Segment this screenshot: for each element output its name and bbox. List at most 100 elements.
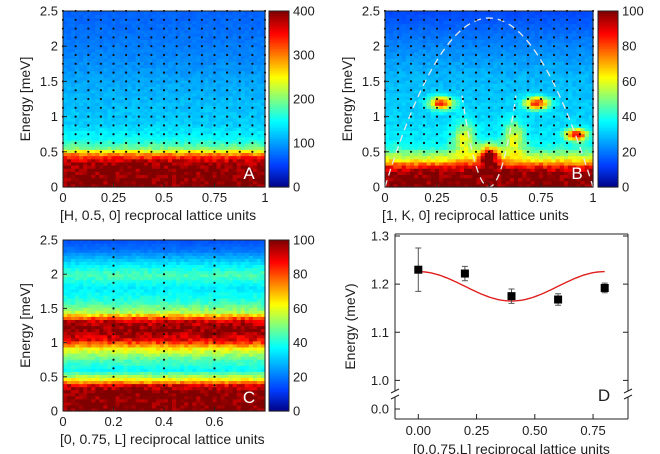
- heatmap-cell: [468, 133, 473, 138]
- heatmap-cell: [71, 143, 76, 147]
- heatmap-cell: [212, 51, 218, 56]
- heatmap-cell: [401, 114, 407, 119]
- heatmap-cell: [497, 136, 503, 141]
- heatmap-cell: [188, 95, 193, 100]
- heatmap-cell: [87, 139, 92, 144]
- heatmap-cell: [188, 124, 193, 128]
- heatmap-cell: [115, 183, 121, 188]
- heatmap-cell: [115, 95, 121, 100]
- heatmap-cell: [139, 23, 145, 28]
- heatmap-cell: [480, 61, 486, 66]
- heatmap-cell: [224, 45, 230, 50]
- heatmap-cell: [184, 158, 189, 163]
- heatmap-cell: [159, 70, 165, 75]
- heatmap-cell: [103, 155, 109, 160]
- heatmap-cell: [67, 92, 72, 97]
- heatmap-cell: [513, 130, 519, 135]
- heatmap-cell: [418, 86, 424, 91]
- heatmap-cell: [472, 23, 478, 28]
- heatmap-cell: [501, 26, 507, 31]
- heatmap-cell: [447, 174, 453, 179]
- heatmap-cell: [401, 130, 407, 135]
- heatmap-cell: [397, 174, 403, 179]
- colorbar-step: [269, 28, 289, 32]
- heatmap-cell: [95, 136, 100, 141]
- heatmap-cell: [123, 177, 129, 182]
- sample-point: [213, 53, 216, 57]
- heatmap-cell: [123, 14, 129, 18]
- heatmap-cell: [63, 99, 68, 103]
- heatmap-cell: [67, 133, 72, 138]
- heatmap-cell: [244, 11, 250, 15]
- heatmap-cell: [426, 36, 432, 40]
- heatmap-cell: [447, 183, 453, 188]
- heatmap-cell: [244, 124, 250, 128]
- heatmap-cell: [71, 155, 76, 160]
- heatmap-cell: [63, 102, 68, 106]
- heatmap-cell: [505, 149, 511, 154]
- sample-point: [238, 62, 241, 65]
- heatmap-cell: [472, 29, 478, 34]
- heatmap-cell: [63, 33, 68, 37]
- heatmap-cell: [75, 183, 80, 188]
- heatmap-cell: [164, 180, 169, 185]
- heatmap-cell: [224, 143, 230, 147]
- heatmap-cell: [260, 117, 266, 122]
- heatmap-cell: [131, 45, 137, 50]
- heatmap-cell: [459, 23, 465, 28]
- sample-point: [238, 89, 241, 92]
- heatmap-cell: [401, 55, 407, 59]
- heatmap-cell: [180, 20, 185, 25]
- heatmap-cell: [127, 39, 133, 44]
- heatmap-cell: [240, 149, 246, 154]
- heatmap-cell: [228, 77, 234, 81]
- heatmap-cell: [75, 133, 80, 138]
- sample-point: [125, 27, 128, 30]
- heatmap-cell: [468, 127, 473, 132]
- heatmap-cell: [434, 136, 440, 141]
- heatmap-cell: [111, 177, 117, 182]
- heatmap-cell: [103, 143, 109, 147]
- heatmap-cell: [397, 152, 403, 157]
- heatmap-cell: [147, 133, 153, 138]
- heatmap-cell: [422, 171, 428, 176]
- heatmap-cell: [447, 29, 453, 34]
- heatmap-cell: [385, 105, 390, 110]
- heatmap-cell: [95, 165, 100, 169]
- heatmap-cell: [224, 152, 230, 157]
- heatmap-cell: [131, 177, 137, 182]
- heatmap-cell: [220, 70, 226, 75]
- heatmap-cell: [430, 165, 436, 169]
- heatmap-cell: [418, 127, 424, 132]
- heatmap-cell: [127, 149, 133, 154]
- heatmap-cell: [451, 152, 457, 157]
- heatmap-cell: [513, 108, 519, 113]
- heatmap-cell: [147, 26, 153, 31]
- heatmap-cell: [451, 114, 457, 119]
- heatmap-cell: [135, 45, 141, 50]
- sample-point: [238, 150, 241, 153]
- heatmap-cell: [147, 11, 153, 15]
- heatmap-cell: [401, 183, 407, 188]
- heatmap-cell: [208, 48, 214, 53]
- heatmap-cell: [131, 17, 137, 22]
- heatmap-cell: [123, 77, 129, 81]
- heatmap-cell: [513, 165, 519, 169]
- heatmap-cell: [393, 92, 399, 97]
- heatmap-cell: [256, 36, 262, 40]
- heatmap-cell: [236, 158, 242, 163]
- heatmap-cell: [164, 108, 169, 113]
- heatmap-cell: [200, 102, 205, 106]
- heatmap-cell: [103, 165, 109, 169]
- heatmap-cell: [464, 171, 469, 176]
- heatmap-cell: [216, 139, 222, 144]
- heatmap-cell: [184, 165, 189, 169]
- heatmap-cell: [71, 86, 76, 91]
- heatmap-cell: [501, 77, 507, 81]
- heatmap-cell: [497, 89, 503, 94]
- heatmap-cell: [139, 171, 145, 176]
- heatmap-cell: [159, 83, 165, 88]
- heatmap-cell: [439, 77, 444, 81]
- heatmap-cell: [131, 95, 137, 100]
- heatmap-cell: [459, 39, 465, 44]
